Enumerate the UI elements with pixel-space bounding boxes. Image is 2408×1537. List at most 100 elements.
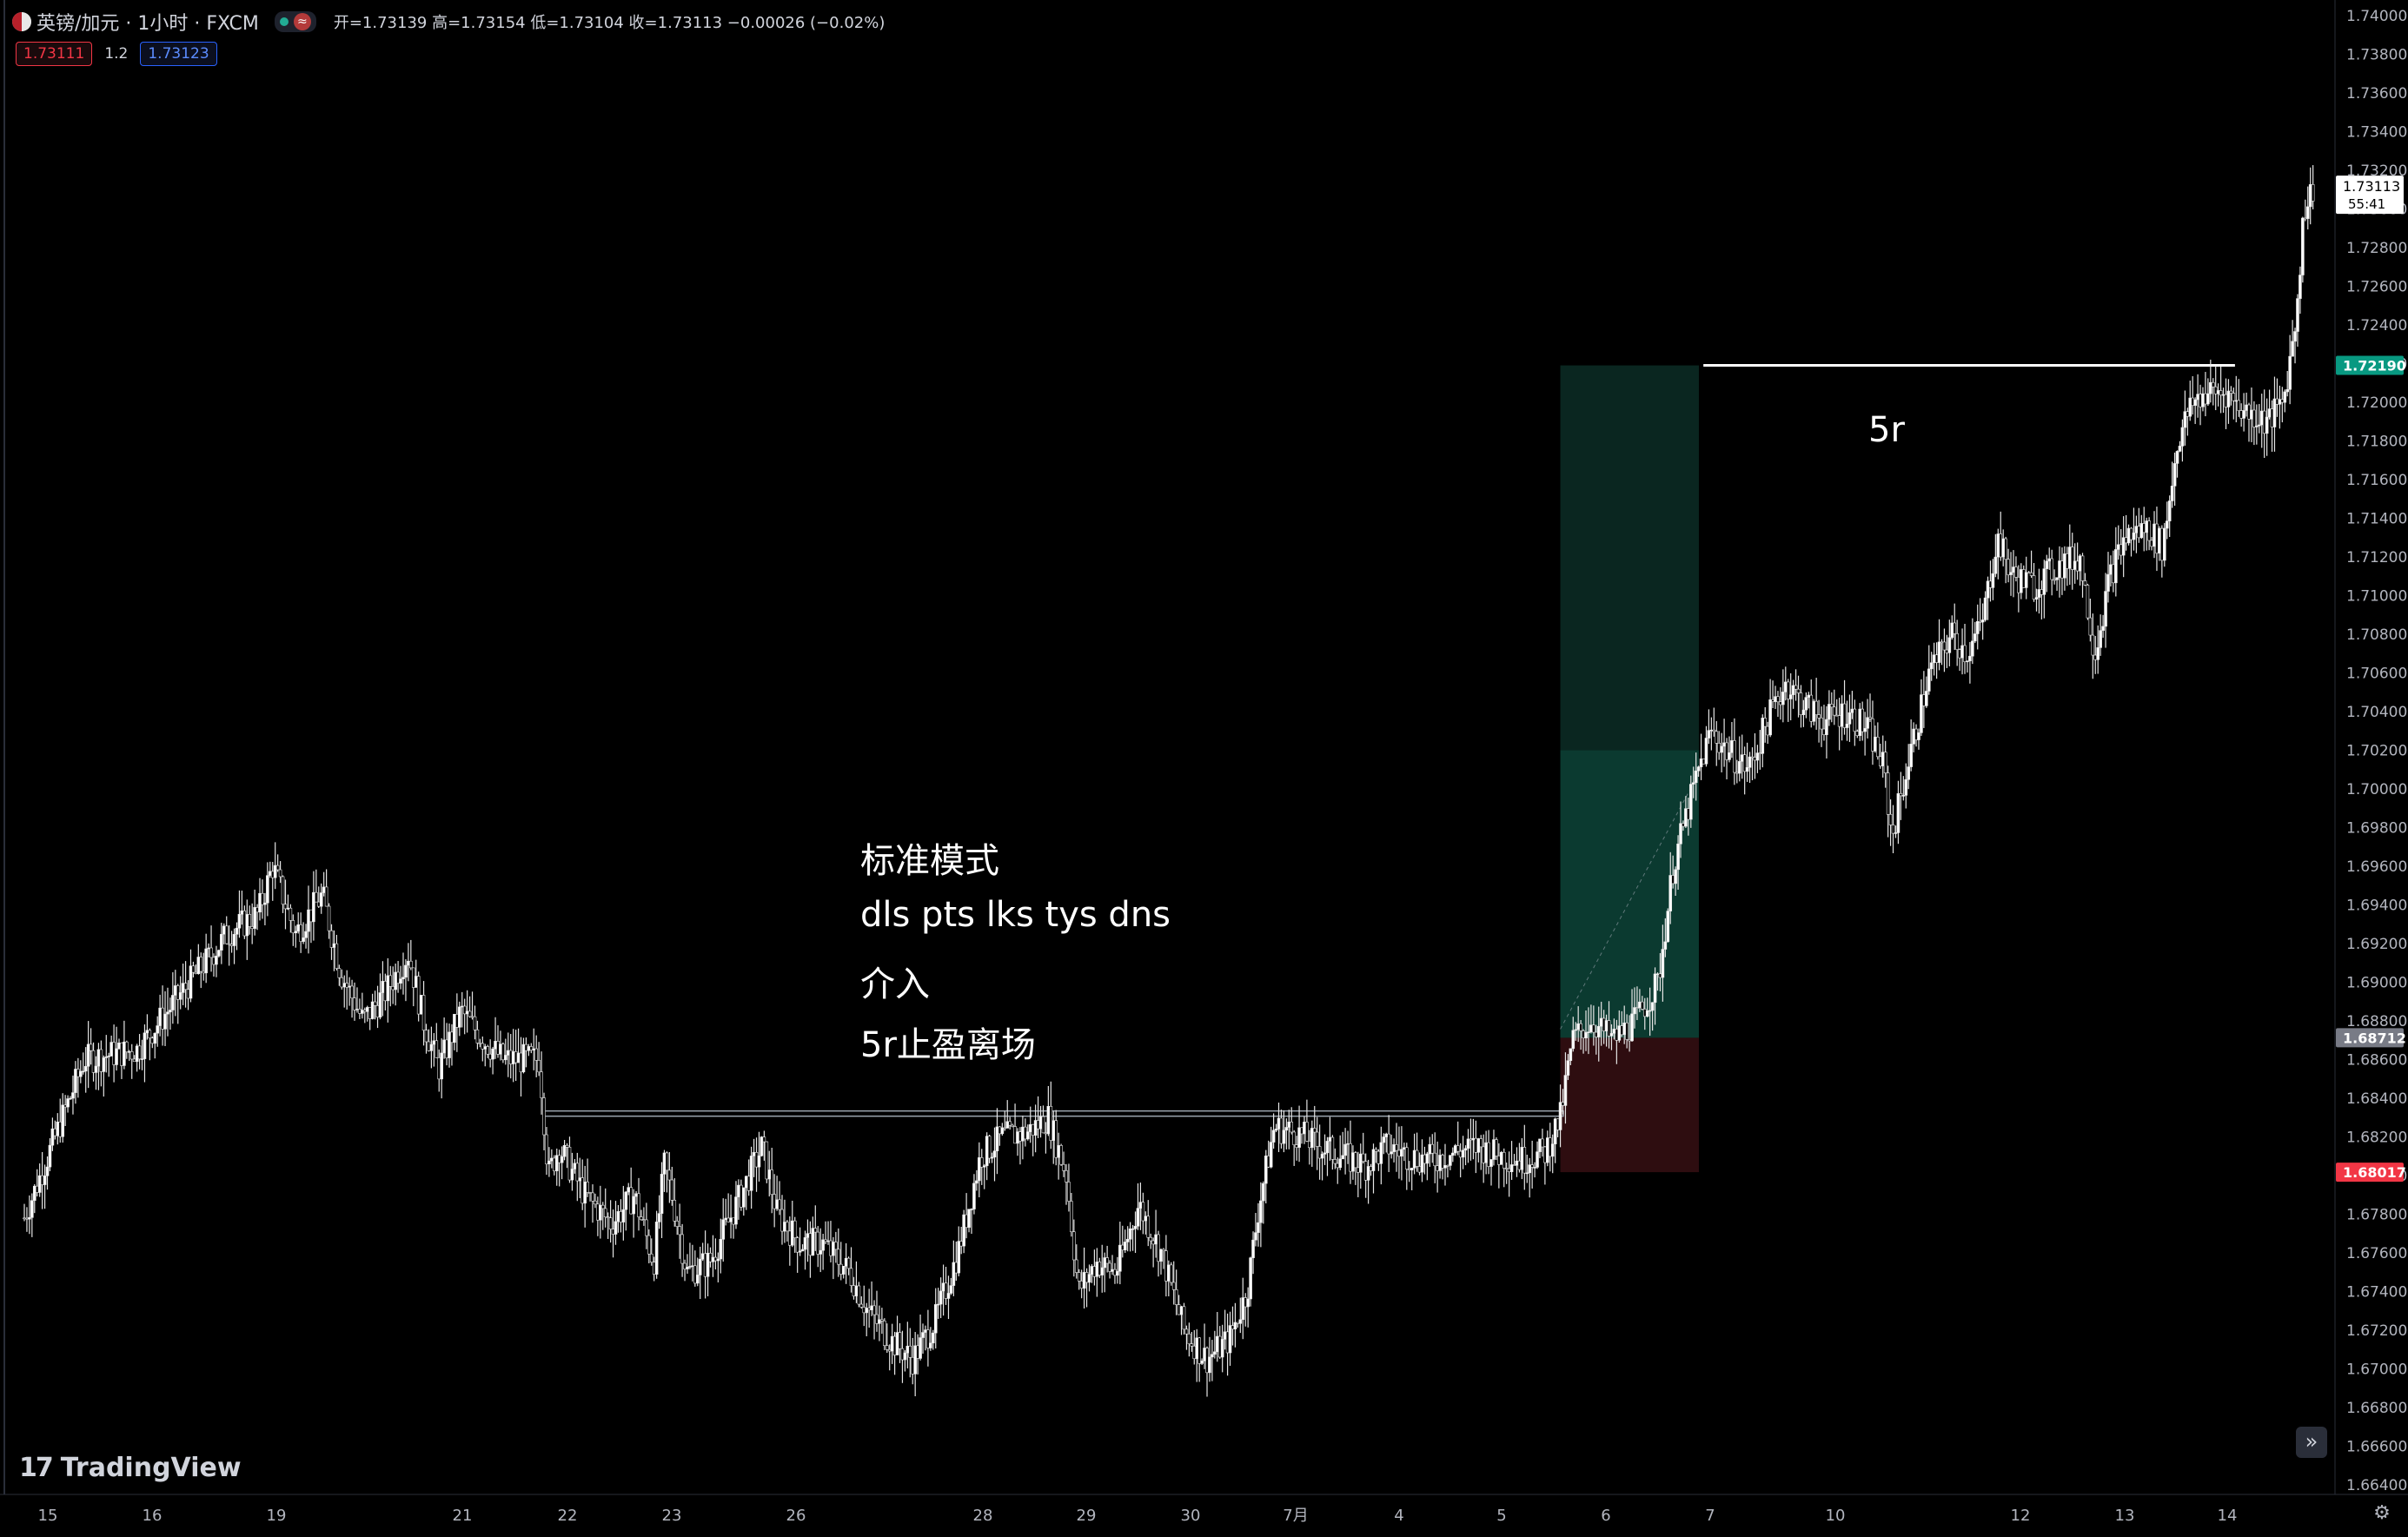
annotation-entry[interactable]: 介入 xyxy=(860,964,930,1004)
candle-body xyxy=(765,1141,769,1180)
candle-body xyxy=(1980,619,1985,623)
sell-button[interactable]: 1.73111 xyxy=(16,42,93,66)
candle-body xyxy=(580,1177,585,1204)
candle-body xyxy=(959,1241,964,1247)
candle-body xyxy=(460,1005,464,1008)
candle-body xyxy=(1707,730,1711,739)
candle-body xyxy=(2301,217,2305,275)
price-tick-label: 1.70800 xyxy=(2346,626,2407,644)
annotation-5r[interactable]: 5r xyxy=(1868,410,1905,450)
candle-body xyxy=(939,1290,943,1305)
candle-body xyxy=(1179,1306,1184,1315)
candle-body xyxy=(1103,1257,1106,1269)
candle-body xyxy=(278,869,282,878)
candle-body xyxy=(1387,1133,1390,1155)
candle-body xyxy=(158,1007,162,1026)
annotation-exit[interactable]: 5r止盈离场 xyxy=(860,1025,1036,1065)
price-tick-label: 1.71200 xyxy=(2346,549,2407,566)
candle-body xyxy=(1635,1007,1639,1009)
candle-body xyxy=(1828,704,1831,720)
tradingview-logo[interactable]: 17 TradingView xyxy=(19,1453,242,1483)
annotation-sequence[interactable]: dls pts lks tys dns xyxy=(860,895,1171,935)
candle-body xyxy=(1561,1102,1565,1106)
candle-body xyxy=(1151,1240,1155,1245)
candle-body xyxy=(394,971,397,990)
candle-body xyxy=(1779,701,1782,706)
candle-body xyxy=(1622,1022,1627,1036)
candle-body xyxy=(1328,1136,1332,1142)
candle-body xyxy=(1932,654,1936,664)
candle-body xyxy=(2129,527,2133,540)
candle-body xyxy=(1162,1249,1165,1251)
candle-body xyxy=(1338,1158,1343,1169)
candle-body xyxy=(1694,770,1698,784)
candle-body xyxy=(1474,1137,1478,1153)
candle-body xyxy=(529,1046,534,1050)
candle-body xyxy=(608,1217,613,1229)
candle-body xyxy=(345,983,348,988)
candle-body xyxy=(1733,740,1736,773)
candle-body xyxy=(1249,1257,1252,1300)
scroll-to-realtime-button[interactable]: » xyxy=(2296,1427,2327,1458)
market-status-pill[interactable]: ≈ xyxy=(274,11,316,32)
candle-body xyxy=(76,1069,80,1077)
candle-body xyxy=(1074,1259,1078,1273)
symbol-header[interactable]: 英镑/加元 · 1小时 · FXCM ≈ 开=1.73139 高=1.73154… xyxy=(12,9,885,35)
candle-body xyxy=(153,1032,157,1044)
candle-body xyxy=(161,1007,164,1030)
candle-body xyxy=(32,1185,36,1202)
candle-body xyxy=(1512,1164,1516,1166)
candle-body xyxy=(1781,692,1785,706)
candle-body xyxy=(424,1030,428,1043)
candle-body xyxy=(1351,1152,1355,1172)
time-tick-label: 22 xyxy=(558,1507,578,1525)
candle-body xyxy=(1929,662,1934,670)
candle-body xyxy=(2021,569,2026,588)
candlestick-series[interactable] xyxy=(23,165,2315,1397)
candle-body xyxy=(1609,1033,1614,1037)
candle-body xyxy=(189,965,193,999)
candle-body xyxy=(396,971,400,984)
candle-body xyxy=(1458,1150,1463,1158)
price-tick-label: 1.69600 xyxy=(2346,858,2407,876)
candle-body xyxy=(453,1013,456,1043)
price-tick-label: 1.68400 xyxy=(2346,1090,2407,1108)
candle-body xyxy=(1658,973,1662,978)
candle-body xyxy=(1095,1262,1099,1277)
candle-body xyxy=(1579,1023,1582,1031)
candle-body xyxy=(2245,404,2248,411)
candle-body xyxy=(1520,1147,1524,1170)
candle-body xyxy=(202,971,206,974)
symbol-title[interactable]: 英镑/加元 · 1小时 · FXCM xyxy=(36,13,259,35)
annotation-mode[interactable]: 标准模式 xyxy=(860,841,999,881)
candle-body xyxy=(207,947,210,950)
candle-body xyxy=(1033,1120,1038,1136)
candle-body xyxy=(603,1208,607,1218)
candle-body xyxy=(788,1230,792,1246)
price-tick-label: 1.68800 xyxy=(2346,1013,2407,1030)
candle-body xyxy=(156,1025,159,1034)
buy-button[interactable]: 1.73123 xyxy=(140,42,217,66)
candle-body xyxy=(1489,1159,1493,1167)
candle-body xyxy=(514,1051,518,1063)
candle-body xyxy=(1217,1335,1222,1358)
candle-body xyxy=(1791,685,1795,695)
candle-body xyxy=(450,1031,454,1043)
candle-body xyxy=(1909,744,1913,767)
price-tick-label: 1.69200 xyxy=(2346,936,2407,953)
candle-body xyxy=(1205,1348,1209,1374)
candle-body xyxy=(954,1262,959,1274)
candle-body xyxy=(312,891,315,923)
price-tick-label: 1.73600 xyxy=(2346,85,2407,103)
candle-body xyxy=(327,905,331,931)
candle-body xyxy=(199,957,203,972)
candle-body xyxy=(700,1253,705,1260)
price-tick-label: 1.67600 xyxy=(2346,1245,2407,1262)
candle-body xyxy=(2104,591,2107,627)
candle-body xyxy=(2153,523,2156,547)
candle-body xyxy=(1392,1144,1396,1152)
settings-gear-icon[interactable]: ⚙ xyxy=(2373,1502,2391,1524)
candle-body xyxy=(99,1049,103,1072)
